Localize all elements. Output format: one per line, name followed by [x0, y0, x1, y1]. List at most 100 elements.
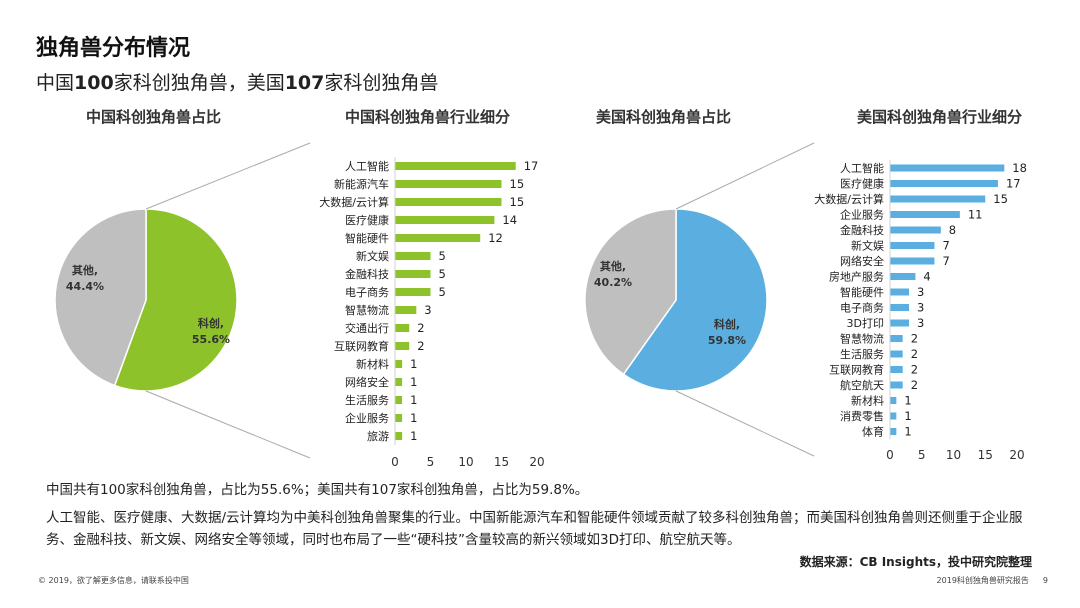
us-bar — [890, 257, 935, 265]
subtitle-number: 107 — [284, 72, 325, 94]
cn-pie-slice-main — [113, 208, 238, 392]
cn-bar-data-label: 17 — [524, 159, 539, 173]
cn-bar — [395, 234, 481, 242]
us-bar-category-label: 电子商务 — [840, 301, 884, 315]
us-bar — [890, 381, 903, 389]
us-bar — [890, 211, 960, 218]
us-pie-slice-main — [622, 208, 768, 392]
us-bar-data-label: 1 — [904, 394, 911, 408]
cn-connector-line — [145, 142, 311, 210]
us-pie-main-value-label: 59.8% — [708, 334, 746, 347]
us-bar-tick-label: 20 — [1009, 448, 1024, 462]
us-bar-category-label: 消费零售 — [840, 409, 884, 423]
us-bar-data-label: 3 — [917, 285, 924, 299]
cn-connector-line — [145, 390, 311, 459]
us-bar — [890, 412, 897, 420]
cn-bar-data-label: 1 — [410, 357, 417, 371]
us-bar-category-label: 智慧物流 — [840, 332, 884, 346]
cn-bar — [395, 414, 403, 422]
us-connector-line — [675, 390, 815, 457]
cn-bar-category-label: 企业服务 — [345, 411, 389, 425]
cn-bar — [395, 252, 431, 260]
cn-bar-tick-label: 0 — [391, 455, 399, 469]
cn-bar-category-label: 智慧物流 — [345, 303, 389, 317]
cn-bar-category-label: 互联网教育 — [334, 339, 389, 353]
cn-bar-tick-label: 10 — [458, 455, 473, 469]
cn-pie-slice-other — [54, 208, 147, 387]
us-bar-category-label: 新材料 — [851, 394, 884, 408]
us-pie-other-label: 其他, — [600, 259, 626, 273]
us-bar — [890, 242, 935, 249]
cn-bar-category-label: 大数据/云计算 — [319, 195, 389, 209]
footer-copyright: © 2019，欲了解更多信息，请联系投中国 — [38, 576, 189, 585]
subtitle-part: 中国 — [36, 72, 75, 94]
subtitle-number: 100 — [74, 72, 114, 94]
us-bar — [890, 304, 910, 311]
cn-bar-data-label: 15 — [510, 177, 525, 191]
us-bar-data-label: 7 — [942, 254, 949, 268]
cn-bar — [395, 180, 502, 188]
us-bar — [890, 428, 897, 435]
page-title: 独角兽分布情况 — [36, 36, 191, 61]
cn-bar-data-label: 14 — [502, 213, 517, 227]
footer-page-number: 9 — [1042, 576, 1048, 585]
cn-bar — [395, 162, 516, 170]
cn-bar-data-label: 2 — [417, 321, 424, 335]
cn-bar — [395, 378, 403, 386]
cn-bar-category-label: 旅游 — [367, 429, 389, 443]
us-bar-category-label: 体育 — [862, 425, 884, 439]
us-bar-data-label: 15 — [993, 192, 1008, 206]
us-bar-data-label: 2 — [911, 332, 918, 346]
cn-bar — [395, 396, 403, 404]
us-bar — [890, 397, 897, 404]
us-bar-category-label: 生活服务 — [840, 347, 884, 361]
us-bar-category-label: 3D打印 — [847, 316, 884, 330]
us-bar-data-label: 1 — [904, 425, 911, 439]
subtitle-part: 家科创独角兽 — [324, 72, 439, 94]
us-bar — [890, 366, 903, 373]
cn-bar — [395, 360, 403, 368]
cn-bar-tick-label: 5 — [427, 455, 435, 469]
cn-bar — [395, 342, 410, 350]
cn-bar-data-label: 12 — [488, 231, 503, 245]
cn-bar — [395, 198, 502, 206]
cn-bar-data-label: 15 — [510, 195, 525, 209]
cn-bar-data-label: 1 — [410, 393, 417, 407]
cn-bar — [395, 216, 495, 224]
cn-bar-category-label: 人工智能 — [345, 159, 389, 173]
us-bar-category-label: 大数据/云计算 — [814, 192, 884, 206]
cn-bar-category-label: 医疗健康 — [345, 213, 389, 227]
us-bar-category-label: 网络安全 — [840, 254, 884, 268]
cn-bar — [395, 432, 403, 440]
us-bar-data-label: 7 — [942, 239, 949, 253]
cn-pie-other-label: 其他, — [72, 263, 98, 277]
summary-line: 中国共有100家科创独角兽，占比为55.6%；美国共有107家科创独角兽，占比为… — [46, 482, 589, 498]
cn-bar-category-label: 生活服务 — [345, 393, 389, 407]
us-bar — [890, 319, 910, 327]
cn-pie-other-value-label: 44.4% — [66, 280, 104, 293]
us-bar-data-label: 4 — [923, 270, 930, 284]
us-bar — [890, 195, 986, 203]
us-bar — [890, 335, 903, 342]
us-bar — [890, 180, 998, 187]
cn-pie-main-value-label: 55.6% — [192, 333, 230, 346]
cn-bar-data-label: 5 — [439, 285, 446, 299]
us-bar-data-label: 2 — [911, 363, 918, 377]
cn-bar — [395, 324, 410, 332]
us-bar-data-label: 1 — [904, 409, 911, 423]
us-bar — [890, 226, 941, 234]
us-pie-other-value-label: 40.2% — [594, 276, 632, 289]
cn-bar — [395, 288, 431, 296]
us-bar-data-label: 3 — [917, 301, 924, 315]
data-source: 数据来源：CB Insights，投中研究院整理 — [799, 555, 1032, 569]
us-bar-data-label: 2 — [911, 347, 918, 361]
us-bar-category-label: 企业服务 — [840, 208, 884, 222]
us-bar — [890, 350, 903, 358]
cn-bar-title: 中国科创独角兽行业细分 — [345, 108, 511, 126]
us-bar-data-label: 8 — [949, 223, 956, 237]
us-bar-data-label: 2 — [911, 378, 918, 392]
cn-bar-data-label: 3 — [424, 303, 431, 317]
us-bar-category-label: 金融科技 — [840, 223, 884, 237]
cn-bar-category-label: 新文娱 — [356, 249, 389, 263]
us-bar-tick-label: 0 — [886, 448, 894, 462]
